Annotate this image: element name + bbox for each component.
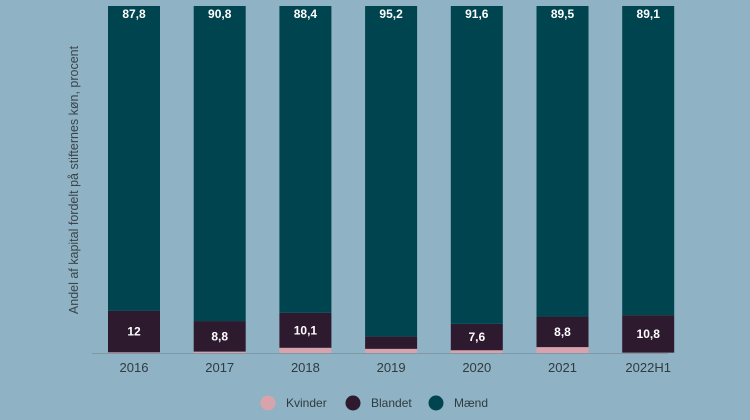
bar-mænd-2017 (193, 6, 246, 322)
bar-blandet-2022h1 (622, 315, 675, 353)
bar-mænd-2020 (450, 6, 503, 324)
data-label-mænd-2020: 91,6 (465, 7, 489, 21)
bar-blandet-2016 (108, 310, 160, 353)
legend-label-mænd: Mænd (454, 396, 488, 410)
legend-item-blandet: Blandet (345, 395, 412, 411)
legend-item-mænd: Mænd (428, 395, 488, 411)
bar-mænd-2019 (365, 6, 418, 337)
x-tick-label: 2016 (120, 360, 149, 375)
bar-mænd-2018 (279, 6, 332, 313)
bar-blandet-2017 (193, 321, 246, 352)
bar-kvinder-2019 (365, 348, 418, 353)
data-label-blandet-2021: 8,8 (554, 325, 571, 339)
legend-marker-mænd (428, 395, 444, 411)
bar-kvinder-2021 (536, 347, 589, 353)
data-label-mænd-2021: 89,5 (551, 7, 575, 21)
bars-group: 12 87,8 8,8 90,8 10,1 88,4 95,2 7,6 91,6 8,8 89,5 1… (108, 6, 675, 353)
data-label-mænd-2016: 87,8 (122, 7, 146, 21)
data-label-blandet-2022h1: 10,8 (637, 327, 661, 341)
legend-marker-kvinder (260, 395, 276, 411)
data-label-blandet-2020: 7,6 (468, 330, 485, 344)
x-tick-label: 2018 (291, 360, 320, 375)
data-label-mænd-2022h1: 89,1 (637, 7, 661, 21)
x-tick-labels: 2016 2017 2018 2019 2020 2021 2022H1 (120, 360, 671, 375)
bar-kvinder-2017 (193, 351, 246, 353)
x-tick-label: 2017 (205, 360, 234, 375)
data-label-blandet-2016: 12 (127, 324, 141, 338)
data-label-blandet-2018: 10,1 (294, 323, 318, 337)
legend-label-blandet: Blandet (371, 396, 412, 410)
x-tick-label: 2021 (548, 360, 577, 375)
x-tick-label: 2019 (377, 360, 406, 375)
x-tick-label: 2022H1 (625, 360, 671, 375)
bar-blandet-2021 (536, 316, 589, 348)
legend-item-kvinder: Kvinder (260, 395, 327, 411)
bar-kvinder-2018 (279, 347, 332, 353)
legend-marker-blandet (345, 395, 361, 411)
bar-mænd-2021 (536, 6, 589, 317)
legend-label-kvinder: Kvinder (286, 396, 327, 410)
bar-kvinder-2020 (450, 350, 503, 353)
bar-mænd-2016 (108, 6, 160, 311)
data-label-mænd-2018: 88,4 (294, 7, 318, 21)
bar-kvinder-2016 (108, 352, 160, 353)
bar-blandet-2019 (365, 336, 418, 349)
bar-mænd-2022h1 (622, 6, 675, 316)
y-axis-label: Andel af kapital fordelt på stifternes k… (67, 45, 81, 314)
bar-blandet-2018 (279, 312, 332, 348)
data-label-blandet-2017: 8,8 (211, 329, 228, 343)
bar-blandet-2020 (450, 323, 503, 351)
legend: Kvinder Blandet Mænd (260, 395, 488, 411)
data-label-mænd-2017: 90,8 (208, 7, 232, 21)
data-label-mænd-2019: 95,2 (379, 7, 403, 21)
x-tick-label: 2020 (462, 360, 491, 375)
